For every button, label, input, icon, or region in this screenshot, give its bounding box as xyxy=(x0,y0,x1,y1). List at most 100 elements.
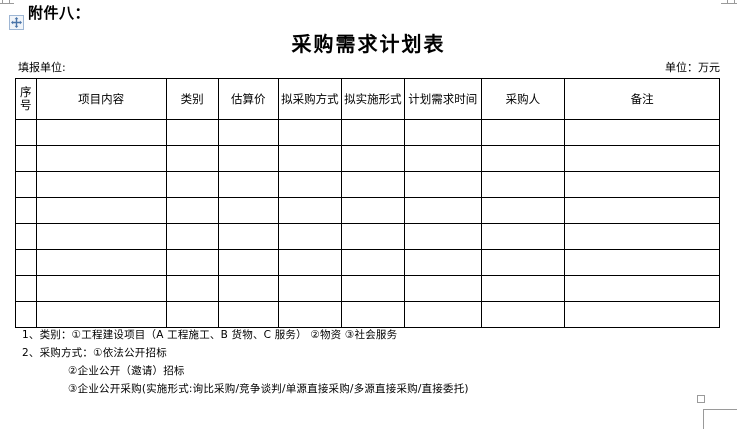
table-cell-item[interactable] xyxy=(35,301,167,328)
table-row xyxy=(15,301,720,328)
table-cell-time[interactable] xyxy=(403,119,482,146)
table-cell-seq[interactable] xyxy=(15,275,37,302)
table-cell-item[interactable] xyxy=(35,197,167,224)
table-body xyxy=(15,119,720,328)
column-header-implementation-form: 拟实施形式 xyxy=(340,78,405,120)
table-cell-item[interactable] xyxy=(35,249,167,276)
table-cell-cat[interactable] xyxy=(165,301,219,328)
table-cell-form[interactable] xyxy=(340,197,405,224)
table-cell-method[interactable] xyxy=(277,145,342,172)
table-cell-cat[interactable] xyxy=(165,119,219,146)
table-cell-cat[interactable] xyxy=(165,171,219,198)
table-cell-form[interactable] xyxy=(340,145,405,172)
table-row xyxy=(15,171,720,198)
table-cell-item[interactable] xyxy=(35,275,167,302)
table-cell-item[interactable] xyxy=(35,171,167,198)
table-cell-buyer[interactable] xyxy=(480,301,566,328)
table-cell-cat[interactable] xyxy=(165,249,219,276)
filler-unit-label: 填报单位: xyxy=(18,61,66,74)
table-cell-price[interactable] xyxy=(217,301,279,328)
column-header-seq-char-2: 号 xyxy=(20,98,32,112)
table-cell-memo[interactable] xyxy=(564,171,720,198)
table-cell-memo[interactable] xyxy=(564,197,720,224)
table-cell-method[interactable] xyxy=(277,171,342,198)
frame-corner-handle-bottom-right[interactable] xyxy=(697,395,705,403)
footnote-line: ③企业公开采购(实施形式:询比采购/竞争谈判/单源直接采购/多源直接采购/直接委… xyxy=(68,383,469,396)
table-cell-form[interactable] xyxy=(340,223,405,250)
column-header-purchaser: 采购人 xyxy=(480,78,566,120)
table-cell-buyer[interactable] xyxy=(480,171,566,198)
table-cell-seq[interactable] xyxy=(15,145,37,172)
table-cell-memo[interactable] xyxy=(564,275,720,302)
table-cell-method[interactable] xyxy=(277,197,342,224)
column-header-seq: 序 号 xyxy=(15,78,37,120)
table-cell-seq[interactable] xyxy=(15,119,37,146)
table-cell-time[interactable] xyxy=(403,171,482,198)
procurement-plan-table: 序 号 项目内容 类别 估算价 拟采购方式 拟实施形式 计划需求时间 采购人 备… xyxy=(15,78,720,328)
table-row xyxy=(15,145,720,172)
table-cell-price[interactable] xyxy=(217,223,279,250)
table-row xyxy=(15,119,720,146)
table-cell-method[interactable] xyxy=(277,249,342,276)
table-cell-cat[interactable] xyxy=(165,275,219,302)
page-title: 采购需求计划表 xyxy=(291,32,446,56)
table-cell-buyer[interactable] xyxy=(480,145,566,172)
table-cell-form[interactable] xyxy=(340,275,405,302)
table-cell-price[interactable] xyxy=(217,119,279,146)
table-cell-time[interactable] xyxy=(403,301,482,328)
table-cell-seq[interactable] xyxy=(15,197,37,224)
table-cell-seq[interactable] xyxy=(15,249,37,276)
table-cell-item[interactable] xyxy=(35,145,167,172)
footnotes: 1、类别：①工程建设项目（A 工程施工、B 货物、C 服务） ②物资 ③社会服务… xyxy=(22,326,469,398)
table-cell-form[interactable] xyxy=(340,119,405,146)
table-cell-form[interactable] xyxy=(340,249,405,276)
table-cell-buyer[interactable] xyxy=(480,249,566,276)
table-cell-method[interactable] xyxy=(277,301,342,328)
table-cell-buyer[interactable] xyxy=(480,197,566,224)
table-cell-method[interactable] xyxy=(277,275,342,302)
column-header-procurement-method: 拟采购方式 xyxy=(277,78,342,120)
table-cell-price[interactable] xyxy=(217,275,279,302)
frame-line-bottom-right-horizontal xyxy=(703,409,737,410)
table-cell-price[interactable] xyxy=(217,171,279,198)
table-cell-form[interactable] xyxy=(340,171,405,198)
table-cell-cat[interactable] xyxy=(165,223,219,250)
table-cell-cat[interactable] xyxy=(165,197,219,224)
table-cell-memo[interactable] xyxy=(564,301,720,328)
table-cell-method[interactable] xyxy=(277,223,342,250)
table-row xyxy=(15,223,720,250)
table-cell-method[interactable] xyxy=(277,119,342,146)
table-cell-buyer[interactable] xyxy=(480,275,566,302)
table-cell-seq[interactable] xyxy=(15,223,37,250)
table-cell-item[interactable] xyxy=(35,119,167,146)
table-cell-memo[interactable] xyxy=(564,145,720,172)
table-row xyxy=(15,249,720,276)
table-cell-seq[interactable] xyxy=(15,171,37,198)
table-cell-buyer[interactable] xyxy=(480,223,566,250)
frame-line-bottom-right-vertical xyxy=(703,409,704,429)
table-cell-memo[interactable] xyxy=(564,249,720,276)
footnote-line: 2、采购方式：①依法公开招标 xyxy=(22,347,167,360)
table-cell-seq[interactable] xyxy=(15,301,37,328)
frame-corner-handle-top-left[interactable] xyxy=(2,0,10,4)
table-cell-price[interactable] xyxy=(217,145,279,172)
table-row xyxy=(15,197,720,224)
frame-corner-handle-top-right[interactable] xyxy=(727,0,735,4)
table-cell-time[interactable] xyxy=(403,249,482,276)
table-cell-buyer[interactable] xyxy=(480,119,566,146)
table-cell-price[interactable] xyxy=(217,249,279,276)
table-cell-memo[interactable] xyxy=(564,119,720,146)
table-cell-form[interactable] xyxy=(340,301,405,328)
table-cell-item[interactable] xyxy=(35,223,167,250)
table-cell-price[interactable] xyxy=(217,197,279,224)
table-move-handle[interactable] xyxy=(9,15,24,30)
table-cell-time[interactable] xyxy=(403,197,482,224)
table-cell-time[interactable] xyxy=(403,275,482,302)
table-cell-cat[interactable] xyxy=(165,145,219,172)
table-cell-memo[interactable] xyxy=(564,223,720,250)
table-cell-time[interactable] xyxy=(403,145,482,172)
table-header: 序 号 项目内容 类别 估算价 拟采购方式 拟实施形式 计划需求时间 采购人 备… xyxy=(15,78,720,120)
footnote-line: 1、类别：①工程建设项目（A 工程施工、B 货物、C 服务） ②物资 ③社会服务 xyxy=(22,329,398,341)
column-header-category: 类别 xyxy=(165,78,219,120)
table-cell-time[interactable] xyxy=(403,223,482,250)
